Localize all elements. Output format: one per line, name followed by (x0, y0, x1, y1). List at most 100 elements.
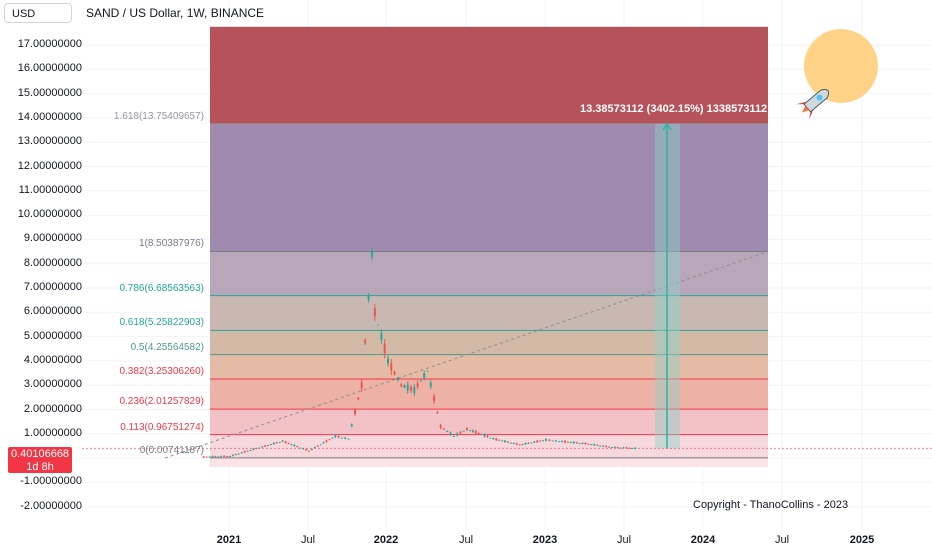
candle-body (246, 450, 249, 452)
candle-body (360, 382, 363, 389)
candle-body (261, 446, 264, 448)
candle-body (561, 440, 564, 442)
fib-zone (210, 295, 768, 331)
candle-body (205, 456, 208, 458)
candle-body (413, 387, 416, 393)
candle-body (456, 433, 459, 436)
candle-body (328, 439, 331, 441)
candle-body (446, 431, 449, 433)
y-axis-label: 7.00000000 (23, 281, 82, 293)
candle-body (474, 431, 477, 434)
candle-body (377, 324, 380, 326)
candle-body (284, 441, 287, 443)
current-price: 0.40106668 (10, 448, 70, 460)
candle-body (495, 438, 498, 441)
y-axis-label: 6.00000000 (23, 305, 82, 318)
candle-body (393, 371, 396, 375)
currency-button[interactable]: USD (4, 3, 72, 23)
candle-body (628, 447, 631, 449)
current-price-tag: 0.40106668 1d 8h (8, 447, 72, 473)
fib-zone (210, 409, 768, 435)
candle-body (410, 386, 413, 391)
candle-body (439, 425, 442, 428)
candle-body (325, 440, 328, 442)
candle-body (504, 440, 507, 443)
y-axis-label: 4.00000000 (23, 353, 82, 366)
candle-body (344, 437, 347, 439)
candle-body (530, 442, 533, 444)
candle-body (367, 295, 370, 300)
x-axis-label: 2025 (849, 534, 875, 546)
candle-body (249, 449, 252, 451)
y-axis-label: -1.00000000 (20, 475, 82, 488)
candle-body (226, 456, 229, 458)
fib-zone (210, 26, 768, 124)
candle-body (564, 440, 567, 443)
candle-body (449, 432, 452, 435)
candle-body (403, 385, 406, 388)
candle-body (521, 444, 524, 446)
x-axis-label: 2021 (216, 534, 242, 546)
y-axis-label: 16.00000000 (17, 62, 82, 75)
candle-body (380, 333, 383, 340)
candle-body (596, 444, 599, 446)
candle-body (340, 437, 343, 439)
y-axis-label: -2.00000000 (20, 499, 82, 512)
candle-body (518, 444, 521, 446)
y-axis-label: 1.00000000 (23, 426, 82, 439)
candle-body (337, 436, 340, 438)
candle-body (539, 440, 542, 442)
candle-body (234, 454, 237, 456)
candle-body (400, 384, 403, 387)
y-axis-label: 10.00000000 (17, 208, 82, 221)
candle-body (299, 447, 302, 449)
candle-body (569, 441, 572, 443)
candle-body (477, 432, 480, 434)
candle-body (593, 444, 596, 446)
candle-body (468, 430, 471, 432)
candle-body (602, 445, 605, 447)
candle-body (483, 434, 486, 437)
candle-body (419, 380, 422, 382)
candle-body (396, 378, 399, 381)
candle-body (423, 373, 426, 378)
candle-body (533, 441, 536, 443)
candle-body (613, 446, 616, 448)
candle-body (390, 363, 393, 371)
fib-label: 0.618(5.25822903) (119, 317, 204, 329)
trend-line (164, 251, 769, 459)
candle-body (466, 428, 468, 430)
measure-arrow-head (662, 122, 672, 131)
candle-body (202, 456, 205, 458)
copyright-text: Copyright - ThanoCollins - 2023 (693, 499, 849, 511)
fib-zone (210, 457, 768, 467)
candle-body (258, 447, 261, 449)
candle-body (527, 442, 530, 444)
candle-body (631, 447, 634, 449)
candle-body (231, 454, 234, 456)
candle-body (575, 442, 578, 444)
candle-body (293, 444, 296, 446)
candle-body (322, 442, 325, 444)
candle-body (489, 437, 492, 439)
candle-body (452, 435, 455, 437)
fib-label: 0.113(0.96751274) (120, 421, 204, 433)
candle-body (371, 251, 374, 257)
candle-body (558, 441, 561, 443)
fib-label: 1.618(13.75409657) (113, 110, 204, 122)
chart-title: SAND / US Dollar, 1W, BINANCE (86, 6, 265, 20)
candle-body (319, 444, 322, 446)
x-axis-label: 2022 (373, 534, 399, 546)
x-axis-label: 2023 (532, 534, 558, 546)
y-axis-label: 8.00000000 (23, 256, 82, 269)
y-axis-label: 11.00000000 (18, 183, 82, 196)
fib-zone (210, 123, 768, 252)
y-axis-label: 13.00000000 (17, 135, 82, 148)
candle-body (584, 442, 587, 445)
candle-body (240, 452, 243, 454)
candle-body (587, 443, 590, 445)
candle-body (566, 441, 569, 443)
x-axis-label: Jul (458, 534, 474, 546)
candle-body (229, 455, 231, 457)
